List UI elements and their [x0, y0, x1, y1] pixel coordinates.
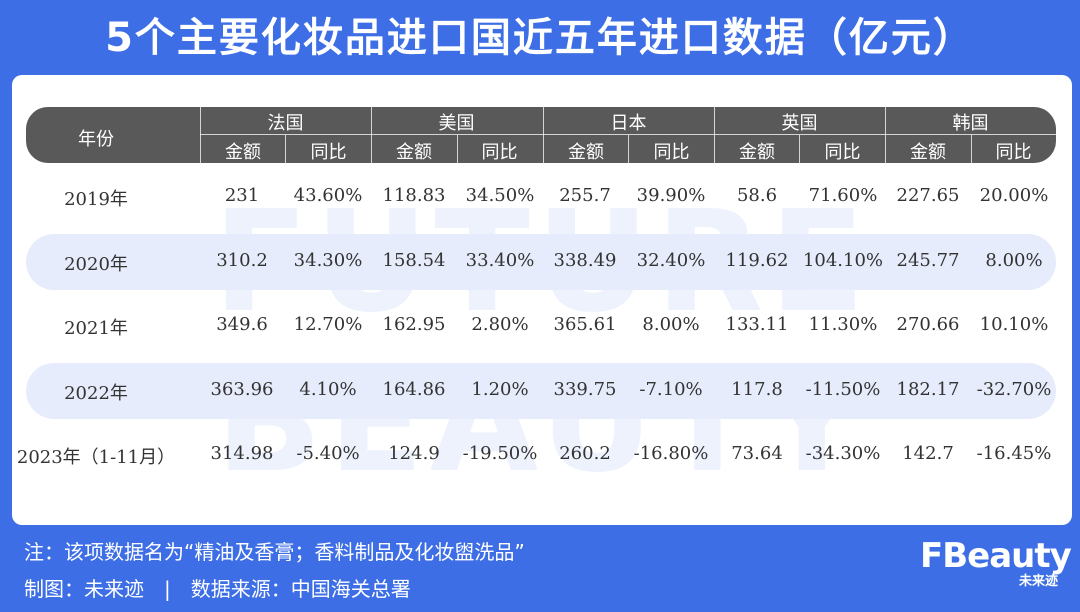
cell-amount: 142.7 — [902, 443, 954, 464]
cell-amount: 117.8 — [731, 379, 783, 400]
header-amount: 金额 — [225, 142, 261, 163]
header-amount: 金额 — [568, 142, 604, 163]
cell-yoy: -5.40% — [296, 443, 360, 464]
cell-yoy: 71.60% — [808, 185, 878, 206]
cell-yoy: 2.80% — [471, 314, 529, 335]
cell-yoy: -34.30% — [805, 443, 881, 464]
header-divider — [714, 107, 715, 163]
cell-yoy: -19.50% — [462, 443, 538, 464]
cell-yoy: -16.45% — [976, 443, 1052, 464]
cell-yoy: 11.30% — [808, 314, 878, 335]
header-subdivider — [457, 135, 458, 163]
header-country: 美国 — [438, 113, 475, 134]
cell-amount: 58.6 — [736, 185, 778, 206]
source-credit: 制图：未来迹 | 数据来源：中国海关总署 — [24, 577, 411, 601]
cell-year: 2023年（1-11月） — [16, 447, 176, 468]
cell-yoy: 34.30% — [293, 250, 363, 271]
cell-yoy: 12.70% — [293, 314, 363, 335]
header-country: 韩国 — [952, 113, 989, 134]
cell-amount: 162.95 — [382, 314, 446, 335]
header-country: 英国 — [781, 113, 818, 134]
table-header — [26, 107, 1056, 163]
cell-amount: 227.65 — [896, 185, 960, 206]
cell-yoy: -11.50% — [805, 379, 881, 400]
cell-yoy: 39.90% — [636, 185, 706, 206]
header-midline — [200, 134, 1056, 135]
cell-yoy: 43.60% — [293, 185, 363, 206]
data-note: 注：该项数据名为“精油及香膏；香料制品及化妆盥洗品” — [24, 540, 525, 564]
header-year: 年份 — [78, 129, 114, 150]
cell-amount: 231 — [224, 185, 260, 206]
cell-amount: 73.64 — [731, 443, 783, 464]
header-yoy: 同比 — [995, 142, 1032, 163]
cell-yoy: -7.10% — [639, 379, 703, 400]
cell-amount: 365.61 — [553, 314, 617, 335]
cell-amount: 363.96 — [210, 379, 274, 400]
data-table-card: FUTURE BEAUTY 年份法国金额同比美国金额同比日本金额同比英国金额同比… — [12, 75, 1072, 525]
cell-amount: 338.49 — [553, 250, 617, 271]
header-divider — [371, 107, 372, 163]
header-amount: 金额 — [910, 142, 946, 163]
cell-year: 2021年 — [64, 318, 128, 339]
header-subdivider — [971, 135, 972, 163]
cell-yoy: 10.10% — [979, 314, 1049, 335]
header-subdivider — [628, 135, 629, 163]
row-stripe — [26, 363, 1056, 419]
cell-yoy: 32.40% — [636, 250, 706, 271]
cell-amount: 118.83 — [382, 185, 446, 206]
cell-yoy: -16.80% — [633, 443, 709, 464]
header-yoy: 同比 — [824, 142, 861, 163]
fbeauty-logo: FBeauty 未来迹 — [920, 536, 1072, 600]
cell-year: 2022年 — [64, 383, 128, 404]
header-amount: 金额 — [739, 142, 775, 163]
header-country: 日本 — [610, 113, 647, 134]
cell-amount: 270.66 — [896, 314, 960, 335]
cell-yoy: 20.00% — [979, 185, 1049, 206]
cell-yoy: 104.10% — [802, 250, 884, 271]
cell-amount: 164.86 — [382, 379, 446, 400]
header-yoy: 同比 — [653, 142, 690, 163]
header-subdivider — [799, 135, 800, 163]
header-yoy: 同比 — [310, 142, 347, 163]
cell-amount: 339.75 — [553, 379, 617, 400]
cell-amount: 349.6 — [216, 314, 268, 335]
cell-amount: 182.17 — [896, 379, 960, 400]
cell-amount: 255.7 — [559, 185, 611, 206]
cell-amount: 310.2 — [216, 250, 268, 271]
cell-amount: 260.2 — [559, 443, 611, 464]
header-yoy: 同比 — [481, 142, 518, 163]
page-title: 5个主要化妆品进口国近五年进口数据（亿元） — [105, 15, 975, 61]
cell-amount: 119.62 — [725, 250, 789, 271]
header-divider — [200, 107, 201, 163]
cell-amount: 158.54 — [382, 250, 446, 271]
cell-yoy: 4.10% — [299, 379, 357, 400]
cell-amount: 124.9 — [388, 443, 440, 464]
header-country: 法国 — [267, 113, 304, 134]
cell-yoy: 34.50% — [465, 185, 535, 206]
cell-amount: 314.98 — [210, 443, 274, 464]
logo-subtitle: 未来迹 — [1018, 574, 1058, 589]
cell-year: 2020年 — [64, 254, 128, 275]
cell-yoy: 8.00% — [985, 250, 1043, 271]
cell-amount: 245.77 — [896, 250, 960, 271]
cell-yoy: 33.40% — [465, 250, 535, 271]
row-stripe — [26, 234, 1056, 290]
cell-yoy: -32.70% — [976, 379, 1052, 400]
cell-yoy: 1.20% — [471, 379, 529, 400]
header-divider — [543, 107, 544, 163]
header-divider — [885, 107, 886, 163]
logo-wordmark: FBeauty — [920, 536, 1072, 576]
header-subdivider — [285, 135, 286, 163]
cell-amount: 133.11 — [725, 314, 789, 335]
header-amount: 金额 — [396, 142, 432, 163]
cell-year: 2019年 — [64, 189, 128, 210]
cell-yoy: 8.00% — [642, 314, 700, 335]
